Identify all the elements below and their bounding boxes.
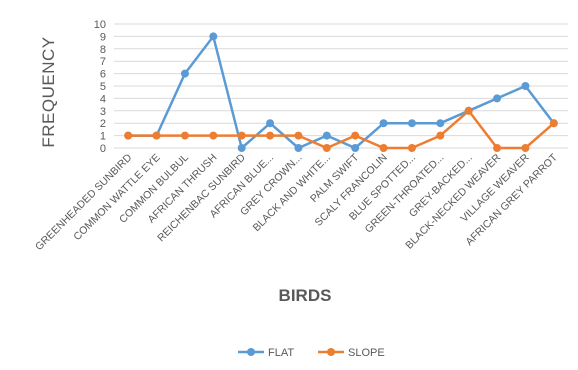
- data-point-flat: [493, 94, 502, 103]
- series-line-flat: [128, 35, 555, 150]
- y-tick-label: 8: [100, 44, 106, 56]
- data-point-slope: [407, 144, 416, 152]
- data-point-flat: [294, 144, 303, 152]
- data-point-slope: [521, 144, 530, 152]
- y-tick-label: 6: [100, 69, 106, 81]
- data-point-slope: [351, 131, 360, 140]
- data-point-slope: [322, 144, 331, 152]
- data-point-flat: [237, 144, 246, 152]
- data-point-flat: [436, 119, 445, 128]
- data-point-slope: [237, 131, 246, 140]
- legend-marker-slope: [327, 348, 335, 356]
- data-point-flat: [521, 82, 530, 90]
- data-point-slope: [152, 131, 161, 140]
- y-tick-label: 3: [100, 106, 106, 118]
- x-axis-title: BIRDS: [279, 286, 332, 305]
- data-point-slope: [464, 106, 473, 115]
- y-tick-label: 7: [100, 56, 106, 68]
- data-point-flat: [180, 69, 189, 78]
- legend-marker-flat: [247, 348, 255, 356]
- data-point-slope: [549, 119, 558, 128]
- series-line-slope: [128, 109, 555, 150]
- data-point-flat: [322, 131, 331, 140]
- y-tick-label: 0: [100, 143, 106, 155]
- y-tick-label: 5: [100, 81, 106, 93]
- series-group: [124, 32, 558, 152]
- data-point-flat: [351, 144, 360, 152]
- data-point-slope: [266, 131, 275, 140]
- data-point-flat: [209, 32, 218, 41]
- data-point-slope: [180, 131, 189, 140]
- legend: FLAT SLOPE: [238, 347, 385, 359]
- y-tick-label: 2: [100, 118, 106, 130]
- legend-label-flat: FLAT: [268, 347, 294, 359]
- gridlines: [114, 23, 568, 149]
- legend-label-slope: SLOPE: [348, 347, 385, 359]
- y-tick-label: 10: [94, 19, 106, 31]
- data-point-flat: [407, 119, 416, 128]
- data-point-slope: [209, 131, 218, 140]
- data-point-slope: [436, 131, 445, 140]
- data-point-flat: [379, 119, 388, 128]
- y-tick-label: 4: [100, 93, 106, 105]
- y-axis-title: FREQUENCY: [39, 36, 58, 147]
- data-point-slope: [379, 144, 388, 152]
- y-tick-label: 9: [100, 31, 106, 43]
- data-point-slope: [124, 131, 133, 140]
- y-tick-label: 1: [100, 131, 106, 143]
- data-point-flat: [266, 119, 275, 128]
- data-point-slope: [493, 144, 502, 152]
- data-point-slope: [294, 131, 303, 140]
